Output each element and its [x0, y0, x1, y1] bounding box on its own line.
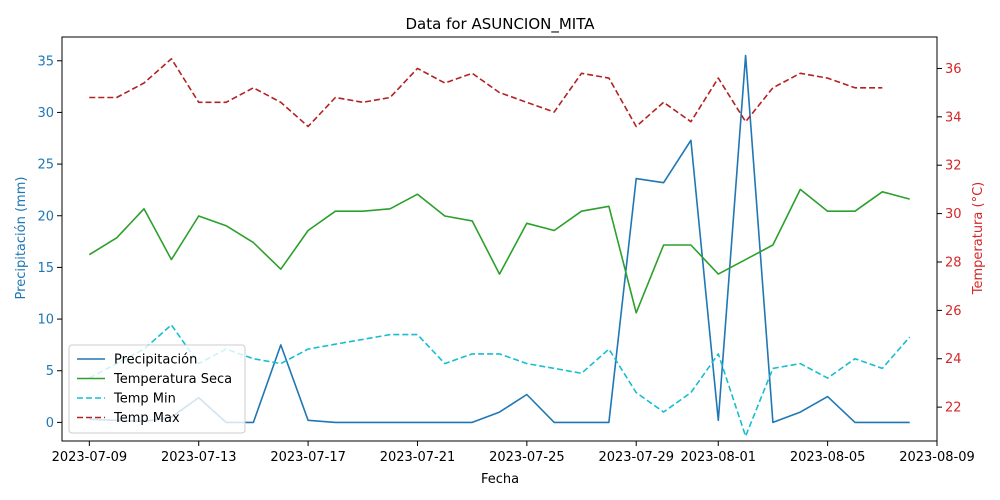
y-left-tick-label: 35: [37, 54, 54, 69]
y-left-tick-label: 0: [46, 416, 54, 431]
x-tick-label: 2023-07-21: [380, 450, 456, 465]
x-tick-label: 2023-07-13: [161, 450, 237, 465]
x-tick-label: 2023-07-25: [489, 450, 565, 465]
x-axis-label: Fecha: [481, 472, 519, 487]
y-right-tick-label: 26: [945, 304, 962, 319]
y-right-axis-label: Temperatura (°C): [971, 182, 986, 295]
legend-label: Temp Min: [113, 392, 176, 407]
x-tick-label: 2023-07-17: [270, 450, 346, 465]
y-left-tick-label: 20: [37, 209, 54, 224]
x-tick-label: 2023-08-09: [899, 450, 975, 465]
legend: Precipitación Temperatura Seca Temp Min Tem…: [68, 344, 246, 434]
legend-label: Precipitación: [114, 353, 197, 368]
y-right-tick-label: 28: [945, 255, 962, 270]
y-right-tick-label: 24: [945, 352, 962, 367]
x-tick-label: 2023-08-01: [680, 450, 756, 465]
y-right-tick-label: 30: [945, 207, 962, 222]
y-left-tick-label: 25: [37, 158, 54, 173]
y-right-tick-label: 36: [945, 62, 962, 77]
legend-box: [68, 344, 246, 434]
y-right-tick-label: 34: [945, 110, 962, 125]
x-tick-label: 2023-08-05: [790, 450, 866, 465]
y-left-tick-label: 5: [46, 364, 54, 379]
x-tick-label: 2023-07-29: [598, 450, 674, 465]
axes: 2023-07-09 2023-07-13 2023-07-17 2023-07-21…: [37, 36, 975, 465]
series-line-3: [89, 57, 883, 128]
x-tick-label: 2023-07-09: [52, 450, 128, 465]
y-left-axis-label: Precipitación (mm): [14, 177, 29, 300]
y-right-tick-label: 22: [945, 401, 962, 416]
chart-title: Data for ASUNCION_MITA: [405, 15, 595, 34]
y-right-tick-label: 32: [945, 159, 962, 174]
y-left-tick-label: 15: [37, 261, 54, 276]
y-left-tick-label: 10: [37, 313, 54, 328]
legend-label: Temperatura Seca: [113, 372, 232, 387]
y-left-tick-label: 30: [37, 106, 54, 121]
legend-label: Temp Max: [113, 411, 180, 426]
series-line-1: [88, 188, 910, 314]
plot-frame: [61, 36, 938, 442]
